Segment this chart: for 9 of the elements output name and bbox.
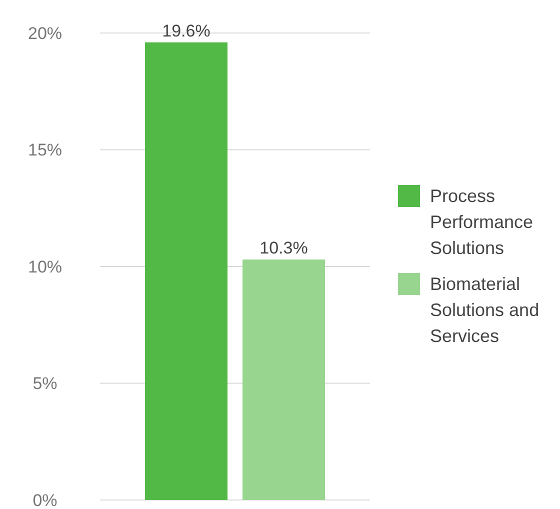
legend-label: Process Performance Solutions	[430, 186, 534, 258]
legend-label: Biomaterial Solutions and Services	[430, 274, 540, 346]
y-tick-label: 10%	[28, 257, 62, 276]
y-tick-label: 15%	[28, 140, 62, 160]
y-tick-label: 5%	[32, 374, 58, 394]
data-label: 19.6%	[162, 21, 210, 40]
data-label: 10.3%	[260, 238, 308, 258]
y-tick-label: 20%	[28, 24, 62, 43]
y-tick-label: 0%	[32, 490, 58, 509]
